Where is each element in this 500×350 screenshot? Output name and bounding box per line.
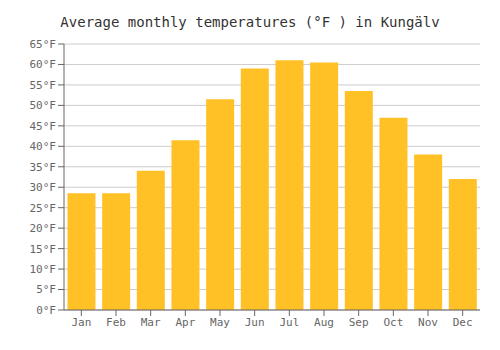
svg-text:Oct: Oct [383, 316, 403, 329]
svg-text:30°F: 30°F [30, 181, 57, 194]
svg-text:20°F: 20°F [30, 222, 57, 235]
svg-text:15°F: 15°F [30, 243, 57, 256]
svg-text:45°F: 45°F [30, 120, 57, 133]
svg-text:50°F: 50°F [30, 99, 57, 112]
svg-text:Nov: Nov [418, 316, 438, 329]
svg-text:Feb: Feb [106, 316, 126, 329]
svg-text:Dec: Dec [453, 316, 473, 329]
svg-text:55°F: 55°F [30, 79, 57, 92]
svg-text:Jul: Jul [279, 316, 299, 329]
svg-text:40°F: 40°F [30, 140, 57, 153]
svg-text:May: May [210, 316, 230, 329]
svg-text:25°F: 25°F [30, 202, 57, 215]
svg-text:60°F: 60°F [30, 58, 57, 71]
svg-text:Jan: Jan [71, 316, 91, 329]
svg-text:10°F: 10°F [30, 263, 57, 276]
html-text:Average monthly temperatures (: Average monthly temperatures (°F ) in Ku… [60, 14, 440, 30]
svg-text:Aug: Aug [314, 316, 334, 329]
svg-text:Jun: Jun [245, 316, 265, 329]
svg-text:Apr: Apr [175, 316, 195, 329]
svg-text:35°F: 35°F [30, 161, 57, 174]
svg-text:Mar: Mar [141, 316, 161, 329]
svg-text:5°F: 5°F [36, 283, 56, 296]
svg-text:65°F: 65°F [30, 38, 57, 51]
svg-text:Sep: Sep [349, 316, 369, 329]
svg-text:0°F: 0°F [36, 304, 56, 317]
